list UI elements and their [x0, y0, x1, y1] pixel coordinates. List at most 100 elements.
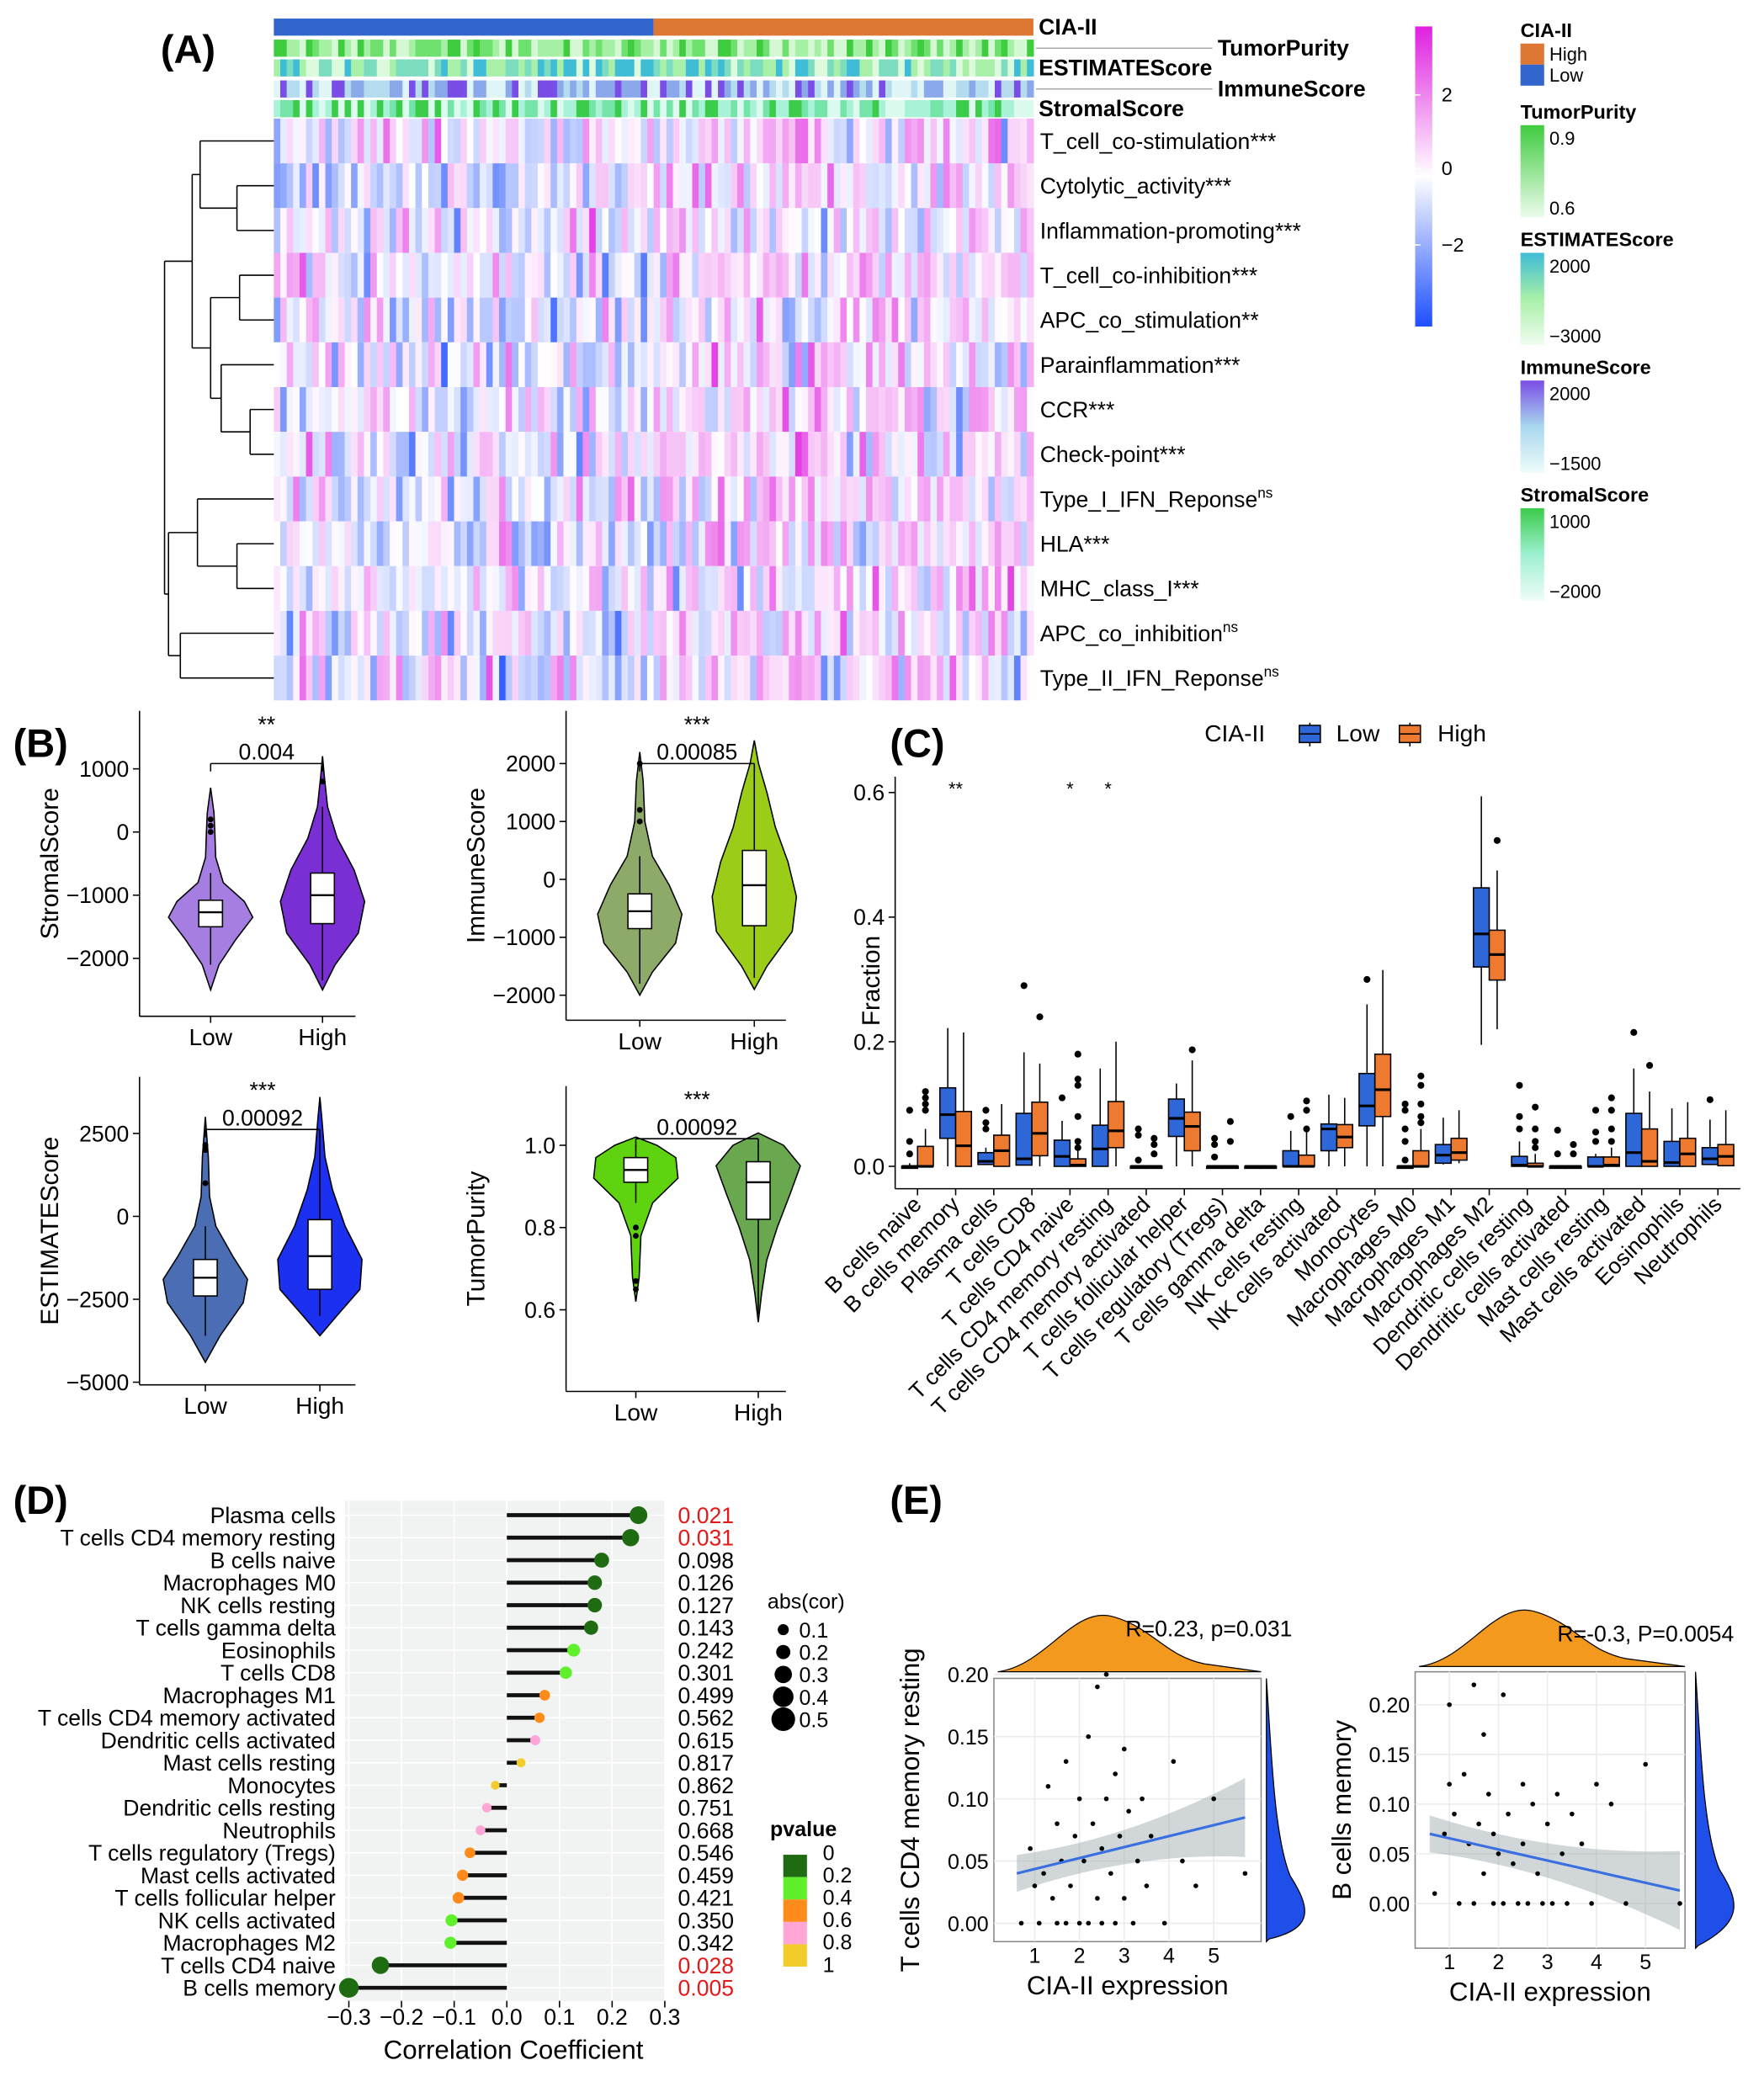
- heatmap-cell: [937, 208, 944, 253]
- annotation-cell: [582, 80, 590, 98]
- heatmap-cell: [325, 432, 332, 477]
- annotation-cell: [666, 59, 674, 77]
- heatmap-cell: [917, 610, 925, 656]
- heatmap-cell: [885, 208, 893, 253]
- heatmap-cell: [337, 476, 346, 522]
- heatmap-cell: [853, 297, 860, 342]
- annotation-cell: [454, 100, 461, 118]
- heatmap-cell: [614, 342, 622, 388]
- heatmap-cell: [814, 163, 822, 209]
- heatmap-cell: [898, 252, 906, 298]
- annotation-cell: [775, 100, 784, 118]
- heatmap-cell: [370, 432, 378, 477]
- box-low: [1701, 1147, 1719, 1165]
- heatmap-cell: [930, 565, 938, 611]
- heatmap-cell: [1001, 656, 1008, 701]
- heatmap-cell: [376, 208, 385, 253]
- annotation-cell: [376, 80, 385, 98]
- heatmap-cell: [679, 342, 687, 388]
- heatmap-cell: [640, 163, 648, 209]
- heatmap-cell: [943, 252, 951, 298]
- scatter-point: [1072, 1834, 1078, 1839]
- heatmap-cell: [492, 208, 500, 253]
- annotation-cell: [376, 100, 385, 118]
- box-low: [1625, 1112, 1643, 1167]
- outlier-point: [636, 806, 643, 813]
- annotation-cell: [718, 80, 725, 98]
- heatmap-cell: [847, 252, 854, 298]
- outlier-point: [1570, 1141, 1577, 1149]
- heatmap-cell: [337, 208, 346, 253]
- heatmap-cell: [383, 521, 391, 566]
- heatmap-cell: [556, 118, 565, 164]
- heatmap-cell: [704, 342, 713, 388]
- heatmap-cell: [570, 118, 577, 164]
- heatmap-cell: [595, 342, 603, 388]
- annotation-cell: [699, 80, 706, 98]
- heatmap-cell: [859, 656, 867, 701]
- heatmap-cell: [499, 610, 507, 656]
- heatmap-cell: [988, 163, 996, 209]
- heatmap-cell: [724, 476, 732, 522]
- y-tick-label: 0.15: [948, 1726, 989, 1749]
- heatmap-cell: [898, 208, 906, 253]
- heatmap-cell: [332, 610, 339, 656]
- heatmap-cell: [782, 163, 789, 209]
- heatmap-cell: [351, 297, 359, 342]
- annotation-cell: [357, 80, 365, 98]
- heatmap-cell: [473, 342, 481, 388]
- heatmap-cell: [994, 565, 1002, 611]
- confidence-band: [1429, 1815, 1681, 1930]
- annotation-cell: [762, 80, 770, 98]
- heatmap-cell: [370, 565, 378, 611]
- heatmap-cell: [589, 432, 597, 477]
- heatmap-cell: [595, 387, 603, 433]
- annotation-cell: [840, 80, 847, 98]
- heatmap-cell: [711, 252, 719, 298]
- p-value-label: 0.615: [678, 1728, 735, 1753]
- heatmap-cell: [872, 118, 879, 164]
- heatmap-cell: [441, 252, 449, 298]
- lollipop-point: [516, 1758, 526, 1768]
- legend-title: ImmuneScore: [1521, 356, 1651, 378]
- scatter-point: [1045, 1783, 1051, 1789]
- heatmap-cell: [473, 252, 481, 298]
- heatmap-cell: [699, 387, 706, 433]
- annotation-cell: [279, 40, 288, 57]
- heatmap-cell: [402, 476, 410, 522]
- annotation-cell: [821, 80, 828, 98]
- heatmap-cell: [364, 521, 371, 566]
- heatmap-cell: [415, 610, 422, 656]
- heatmap-cell: [325, 163, 332, 209]
- heatmap-cell: [556, 387, 565, 433]
- heatmap-cell: [640, 387, 648, 433]
- heatmap-cell: [769, 476, 777, 522]
- heatmap-cell: [833, 387, 842, 433]
- heatmap-cell: [775, 656, 784, 701]
- heatmap-cell: [827, 432, 835, 477]
- scatter-point: [1520, 1841, 1526, 1846]
- heatmap-cell: [731, 656, 738, 701]
- heatmap-cell: [492, 521, 500, 566]
- heatmap-cell: [460, 387, 468, 433]
- heatmap-cell: [480, 432, 487, 477]
- heatmap-cell: [956, 208, 964, 253]
- heatmap-cell: [762, 521, 770, 566]
- y-tick-label: −2500: [66, 1287, 130, 1312]
- annotation-cell: [859, 80, 867, 98]
- scatter-point: [1055, 1821, 1060, 1826]
- heatmap-cell: [563, 342, 571, 388]
- heatmap-cell: [376, 342, 385, 388]
- heatmap-cell: [1007, 252, 1015, 298]
- annotation-cell: [357, 100, 365, 118]
- heatmap-cell: [866, 521, 874, 566]
- annotation-cell: [344, 40, 352, 57]
- heatmap-cell: [769, 118, 777, 164]
- heatmap-cell: [872, 565, 879, 611]
- annotation-cia-ii-high: [653, 19, 1033, 36]
- heatmap-cell: [428, 252, 436, 298]
- outlier-point: [1516, 1112, 1523, 1120]
- heatmap-cell: [879, 656, 886, 701]
- outlier-point: [1134, 1125, 1142, 1133]
- row-label-text: APC_co_inhibition: [1040, 621, 1223, 646]
